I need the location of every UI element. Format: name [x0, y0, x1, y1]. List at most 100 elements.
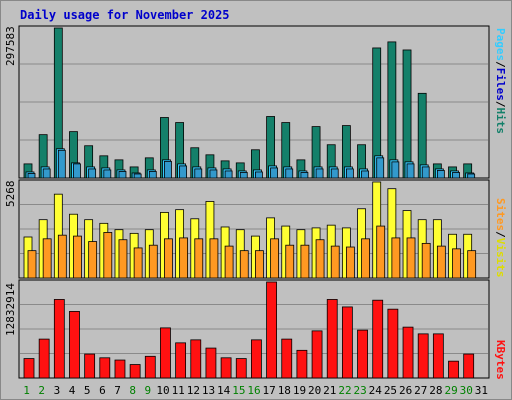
sites-bar-day-10: [164, 238, 173, 279]
pages-bar-day-5: [88, 168, 97, 179]
pages-bar-day-13: [209, 169, 218, 179]
sites-bar-day-24: [376, 225, 386, 279]
kbytes-bar-day-13: [205, 347, 217, 379]
kbytes-bar-day-21: [326, 299, 338, 379]
sites-bar-day-9: [148, 244, 158, 279]
kbytes-bar-day-10: [160, 327, 171, 379]
pages-bar-day-26: [406, 163, 415, 179]
kbytes-bar-day-28: [432, 333, 444, 379]
sites-bar-day-25: [391, 237, 401, 279]
kbytes-bar-day-24: [372, 299, 384, 379]
kbytes-bar-day-3: [53, 299, 65, 379]
sites-bar-day-23: [361, 238, 370, 279]
sites-bar-day-14: [224, 245, 234, 279]
sites-bar-day-16: [255, 250, 264, 279]
x-tick-label-day-2: 2: [38, 384, 45, 397]
x-tick-label-day-6: 6: [99, 384, 106, 397]
kbytes-bar-day-25: [387, 308, 399, 379]
pages-bar-day-30: [467, 173, 476, 179]
kbytes-bar-day-20: [311, 330, 323, 379]
x-tick-label-day-16: 16: [247, 384, 260, 397]
sites-bar-day-17: [270, 238, 279, 279]
sites-bar-day-1: [27, 250, 37, 279]
kbytes-bar-day-18: [281, 338, 293, 379]
kbytes-bar-day-23: [357, 329, 368, 379]
hits-bar-day-26: [402, 49, 412, 179]
sites-bar-day-2: [42, 238, 52, 279]
x-tick-label-day-10: 10: [156, 384, 169, 397]
pages-bar-day-21: [330, 168, 339, 179]
x-tick-label-day-31: 31: [475, 384, 488, 397]
pages-bar-day-19: [300, 172, 309, 179]
kbytes-bar-day-8: [129, 364, 141, 379]
x-tick-label-day-15: 15: [232, 384, 245, 397]
kbytes-bar-day-27: [417, 333, 429, 379]
x-tick-label-day-18: 18: [278, 384, 291, 397]
sites-bar-day-7: [118, 239, 128, 279]
x-tick-label-day-23: 23: [354, 384, 367, 397]
hits-bar-day-25: [387, 41, 397, 179]
kbytes-bar-day-11: [175, 342, 187, 379]
sites-bar-day-29: [452, 248, 461, 279]
sites-bar-day-12: [194, 238, 204, 279]
sites-bar-day-20: [315, 239, 325, 279]
kbytes-bar-day-4: [69, 311, 80, 379]
pages-bar-day-15: [239, 172, 248, 179]
pages-bar-day-14: [224, 170, 233, 179]
pages-bar-day-12: [194, 168, 203, 179]
pages-bar-day-2: [42, 168, 51, 179]
x-tick-label-day-13: 13: [202, 384, 215, 397]
pages-bar-day-29: [452, 172, 460, 179]
kbytes-bar-day-5: [84, 353, 96, 379]
sites-bar-day-6: [103, 232, 113, 279]
x-tick-label-day-4: 4: [69, 384, 76, 397]
kbytes-bar-day-30: [463, 353, 475, 379]
sites-bar-day-11: [179, 237, 189, 279]
kbytes-bar-day-16: [251, 339, 262, 379]
pages-bar-day-25: [391, 161, 400, 179]
x-tick-label-day-9: 9: [145, 384, 152, 397]
kbytes-bar-day-14: [220, 357, 232, 379]
sites-bar-day-5: [88, 241, 98, 279]
x-tick-label-day-29: 29: [444, 384, 457, 397]
kbytes-bar-day-1: [23, 358, 35, 379]
x-tick-label-day-3: 3: [54, 384, 61, 397]
kbytes-bar-day-17: [266, 281, 277, 379]
x-tick-label-day-11: 11: [172, 384, 185, 397]
pages-bar-day-20: [315, 168, 324, 179]
sites-bar-day-19: [300, 244, 310, 279]
pages-bar-day-28: [436, 170, 445, 179]
chart-title: Daily usage for November 2025: [20, 8, 230, 22]
pages-bar-day-10: [164, 160, 172, 179]
kbytes-bar-day-19: [296, 349, 308, 379]
sites-bar-day-3: [57, 234, 67, 279]
pages-bar-day-27: [421, 166, 430, 179]
sites-bar-day-26: [406, 237, 416, 279]
x-tick-label-day-5: 5: [84, 384, 91, 397]
x-tick-label-day-28: 28: [429, 384, 442, 397]
sites-bar-day-30: [467, 250, 477, 279]
x-tick-label-day-8: 8: [129, 384, 136, 397]
x-tick-label-day-26: 26: [399, 384, 412, 397]
kbytes-bar-day-2: [38, 338, 50, 379]
x-tick-label-day-19: 19: [293, 384, 306, 397]
pages-bar-day-6: [103, 169, 112, 179]
x-tick-label-day-24: 24: [369, 384, 383, 397]
pages-bar-day-16: [255, 171, 263, 179]
pages-bar-day-17: [270, 167, 278, 179]
kbytes-bar-day-12: [190, 339, 202, 379]
kbytes-bar-day-29: [448, 360, 459, 379]
kbytes-bar-day-26: [402, 326, 414, 379]
sites-bar-day-18: [285, 244, 295, 279]
kbytes-bar-day-9: [144, 355, 156, 379]
pages-bar-day-24: [376, 157, 385, 179]
pages-bar-day-1: [27, 173, 36, 179]
sites-bar-day-21: [330, 245, 340, 279]
pages-bar-day-3: [57, 149, 66, 179]
sites-bar-day-15: [239, 250, 249, 279]
x-tick-label-day-25: 25: [384, 384, 397, 397]
x-tick-label-day-30: 30: [460, 384, 473, 397]
x-tick-label-day-1: 1: [23, 384, 30, 397]
x-tick-label-day-22: 22: [338, 384, 351, 397]
x-tick-label-day-27: 27: [414, 384, 427, 397]
